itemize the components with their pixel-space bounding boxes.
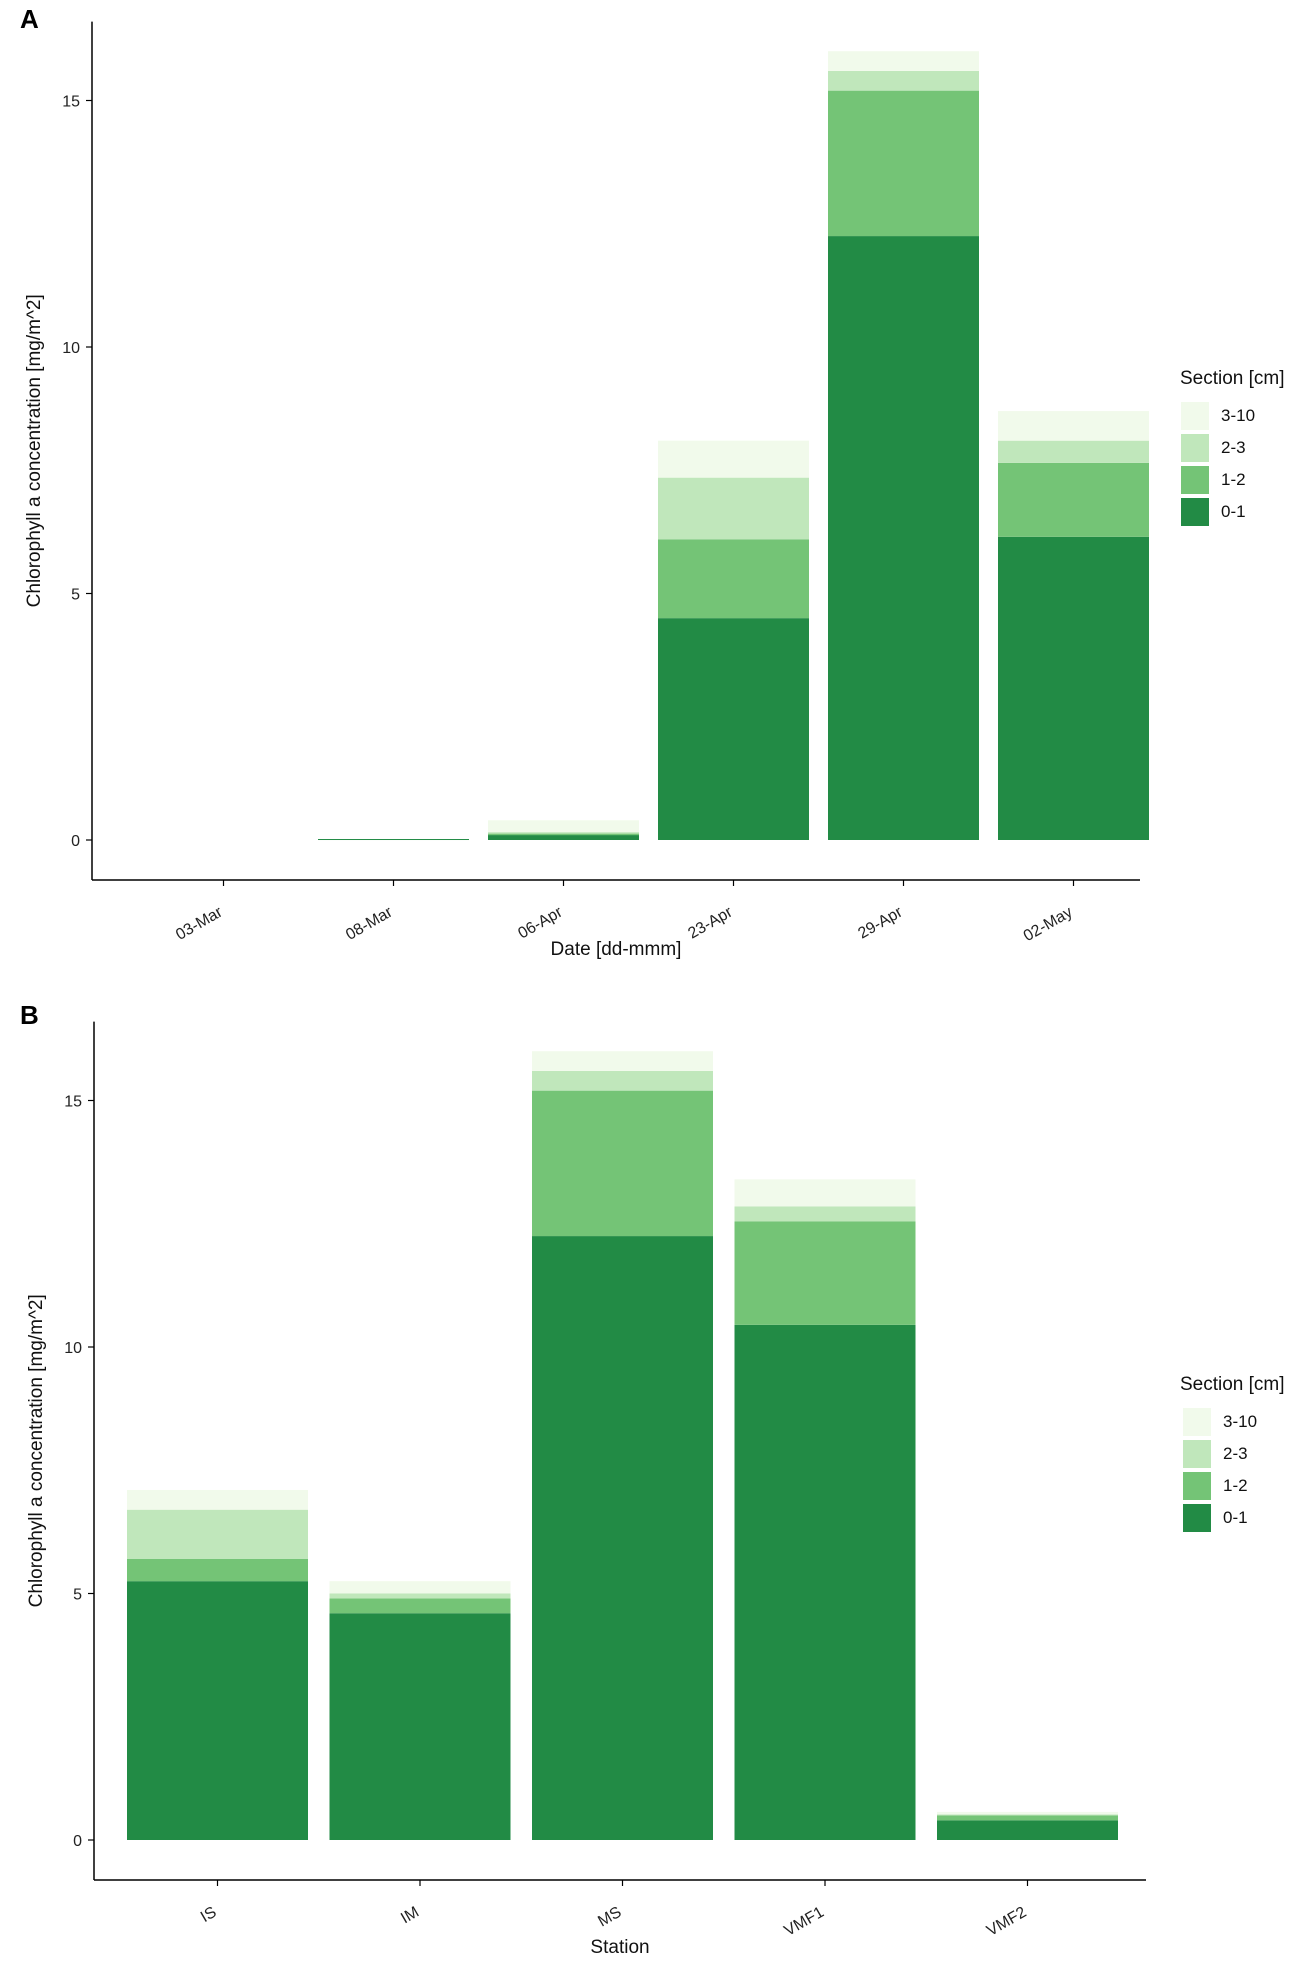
bar-segment <box>658 618 809 840</box>
bar-segment <box>998 462 1149 537</box>
y-axis-title: Chlorophyll a concentration [mg/m^2] <box>26 1294 47 1607</box>
legend-swatch <box>1181 498 1209 526</box>
x-tick-label: VMF2 <box>984 1904 1030 1940</box>
y-tick-label: 15 <box>62 94 80 111</box>
bar-segment <box>127 1581 308 1840</box>
bar-segment <box>532 1090 713 1237</box>
legend-item-2-3: 2-3 <box>1183 1439 1248 1469</box>
bar-segment <box>734 1179 916 1207</box>
bar-segment <box>734 1221 916 1325</box>
legend-item-3-10: 3-10 <box>1183 1407 1257 1437</box>
bar-segment <box>937 1814 1118 1816</box>
legend-item-3-10: 3-10 <box>1181 401 1255 431</box>
bar-segment <box>488 832 639 834</box>
legend-label: 2-3 <box>1223 1444 1248 1463</box>
bar-segment <box>998 536 1149 840</box>
x-tick-label: 23-Apr <box>685 903 736 942</box>
legend-label: 3-10 <box>1221 406 1256 425</box>
y-tick-label: 10 <box>62 340 80 357</box>
y-tick-label: 5 <box>73 1587 82 1604</box>
legend-swatch <box>1183 1440 1211 1468</box>
x-tick-label: IM <box>398 1904 422 1928</box>
y-tick-label: 0 <box>71 833 80 850</box>
legend-title-a: Section [cm] <box>1180 368 1285 389</box>
bar-segment <box>488 833 639 836</box>
y-tick-label: 0 <box>73 1833 82 1850</box>
x-axis-title: Station <box>590 1937 649 1958</box>
legend-label: 1-2 <box>1223 1476 1248 1495</box>
x-tick-label: 29-Apr <box>855 903 906 942</box>
bar-segment <box>734 1324 916 1840</box>
legend-item-0-1: 0-1 <box>1183 1503 1248 1533</box>
x-tick-label: MS <box>595 1904 624 1931</box>
legend-item-2-3: 2-3 <box>1181 433 1246 463</box>
x-tick-label: VMF1 <box>782 1904 828 1940</box>
bar-segment <box>488 820 639 833</box>
legend-swatch <box>1183 1408 1211 1436</box>
bar-segment <box>658 440 809 478</box>
bar-segment <box>532 1236 713 1840</box>
bar-segment <box>329 1581 511 1594</box>
x-axis-title: Date [dd-mmm] <box>551 939 682 960</box>
bar-segment <box>532 1051 713 1071</box>
bar-segment <box>127 1489 308 1510</box>
bar-segment <box>998 411 1149 441</box>
legend-swatch <box>1183 1504 1211 1532</box>
bar-segment <box>937 1811 1118 1815</box>
panel-label-b: B <box>20 1000 39 1030</box>
bar-segment <box>658 539 809 619</box>
bar-segment <box>828 90 979 237</box>
x-tick-label: 08-Mar <box>343 903 396 943</box>
chart-a: 0 5 10 15 03-Mar 08-Mar 06-Apr 23-Apr 29-Apr 02-M… <box>24 21 1149 960</box>
bar-segment <box>937 1815 1118 1821</box>
y-tick-label: 10 <box>64 1340 82 1357</box>
legend-swatch <box>1181 402 1209 430</box>
x-tick-label: 03-Mar <box>173 903 226 943</box>
x-tick-label: IS <box>198 1904 220 1926</box>
legend-item-0-1: 0-1 <box>1181 497 1246 527</box>
bar-segment <box>318 839 469 841</box>
chart-b: 0 5 10 15 IS IM MS VMF1 VMF2 Station Chlorophyll a… <box>26 1021 1146 1958</box>
bar-segment <box>127 1558 308 1582</box>
legend-label: 2-3 <box>1221 438 1246 457</box>
bar-segment <box>937 1820 1118 1840</box>
bar-segment <box>329 1598 511 1614</box>
bar-segment <box>828 70 979 91</box>
bar-segment <box>532 1070 713 1091</box>
bar-segment <box>329 1593 511 1599</box>
y-tick-label: 15 <box>64 1094 82 1111</box>
bar-segment <box>127 1509 308 1559</box>
legend-swatch <box>1183 1472 1211 1500</box>
legend-swatch <box>1181 434 1209 462</box>
bar-segment <box>658 477 809 540</box>
legend-title-b: Section [cm] <box>1180 1374 1285 1395</box>
x-tick-label: 02-May <box>1021 904 1076 945</box>
x-tick-label: 06-Apr <box>515 903 566 942</box>
legend-item-1-2: 1-2 <box>1181 465 1246 495</box>
bar-segment <box>828 51 979 71</box>
bar-segment <box>488 835 639 840</box>
legend-label: 1-2 <box>1221 470 1246 489</box>
bar-segment <box>828 236 979 840</box>
legend-label: 0-1 <box>1221 502 1246 521</box>
legend-label: 3-10 <box>1223 1412 1258 1431</box>
bar-segment <box>329 1613 511 1840</box>
legend-swatch <box>1181 466 1209 494</box>
legend-item-1-2: 1-2 <box>1183 1471 1248 1501</box>
panel-label-a: A <box>20 4 39 34</box>
bar-segment <box>734 1206 916 1222</box>
legend-label: 0-1 <box>1223 1508 1248 1527</box>
y-axis-title: Chlorophyll a concentration [mg/m^2] <box>24 294 45 607</box>
y-tick-label: 5 <box>71 587 80 604</box>
bar-segment <box>998 440 1149 463</box>
